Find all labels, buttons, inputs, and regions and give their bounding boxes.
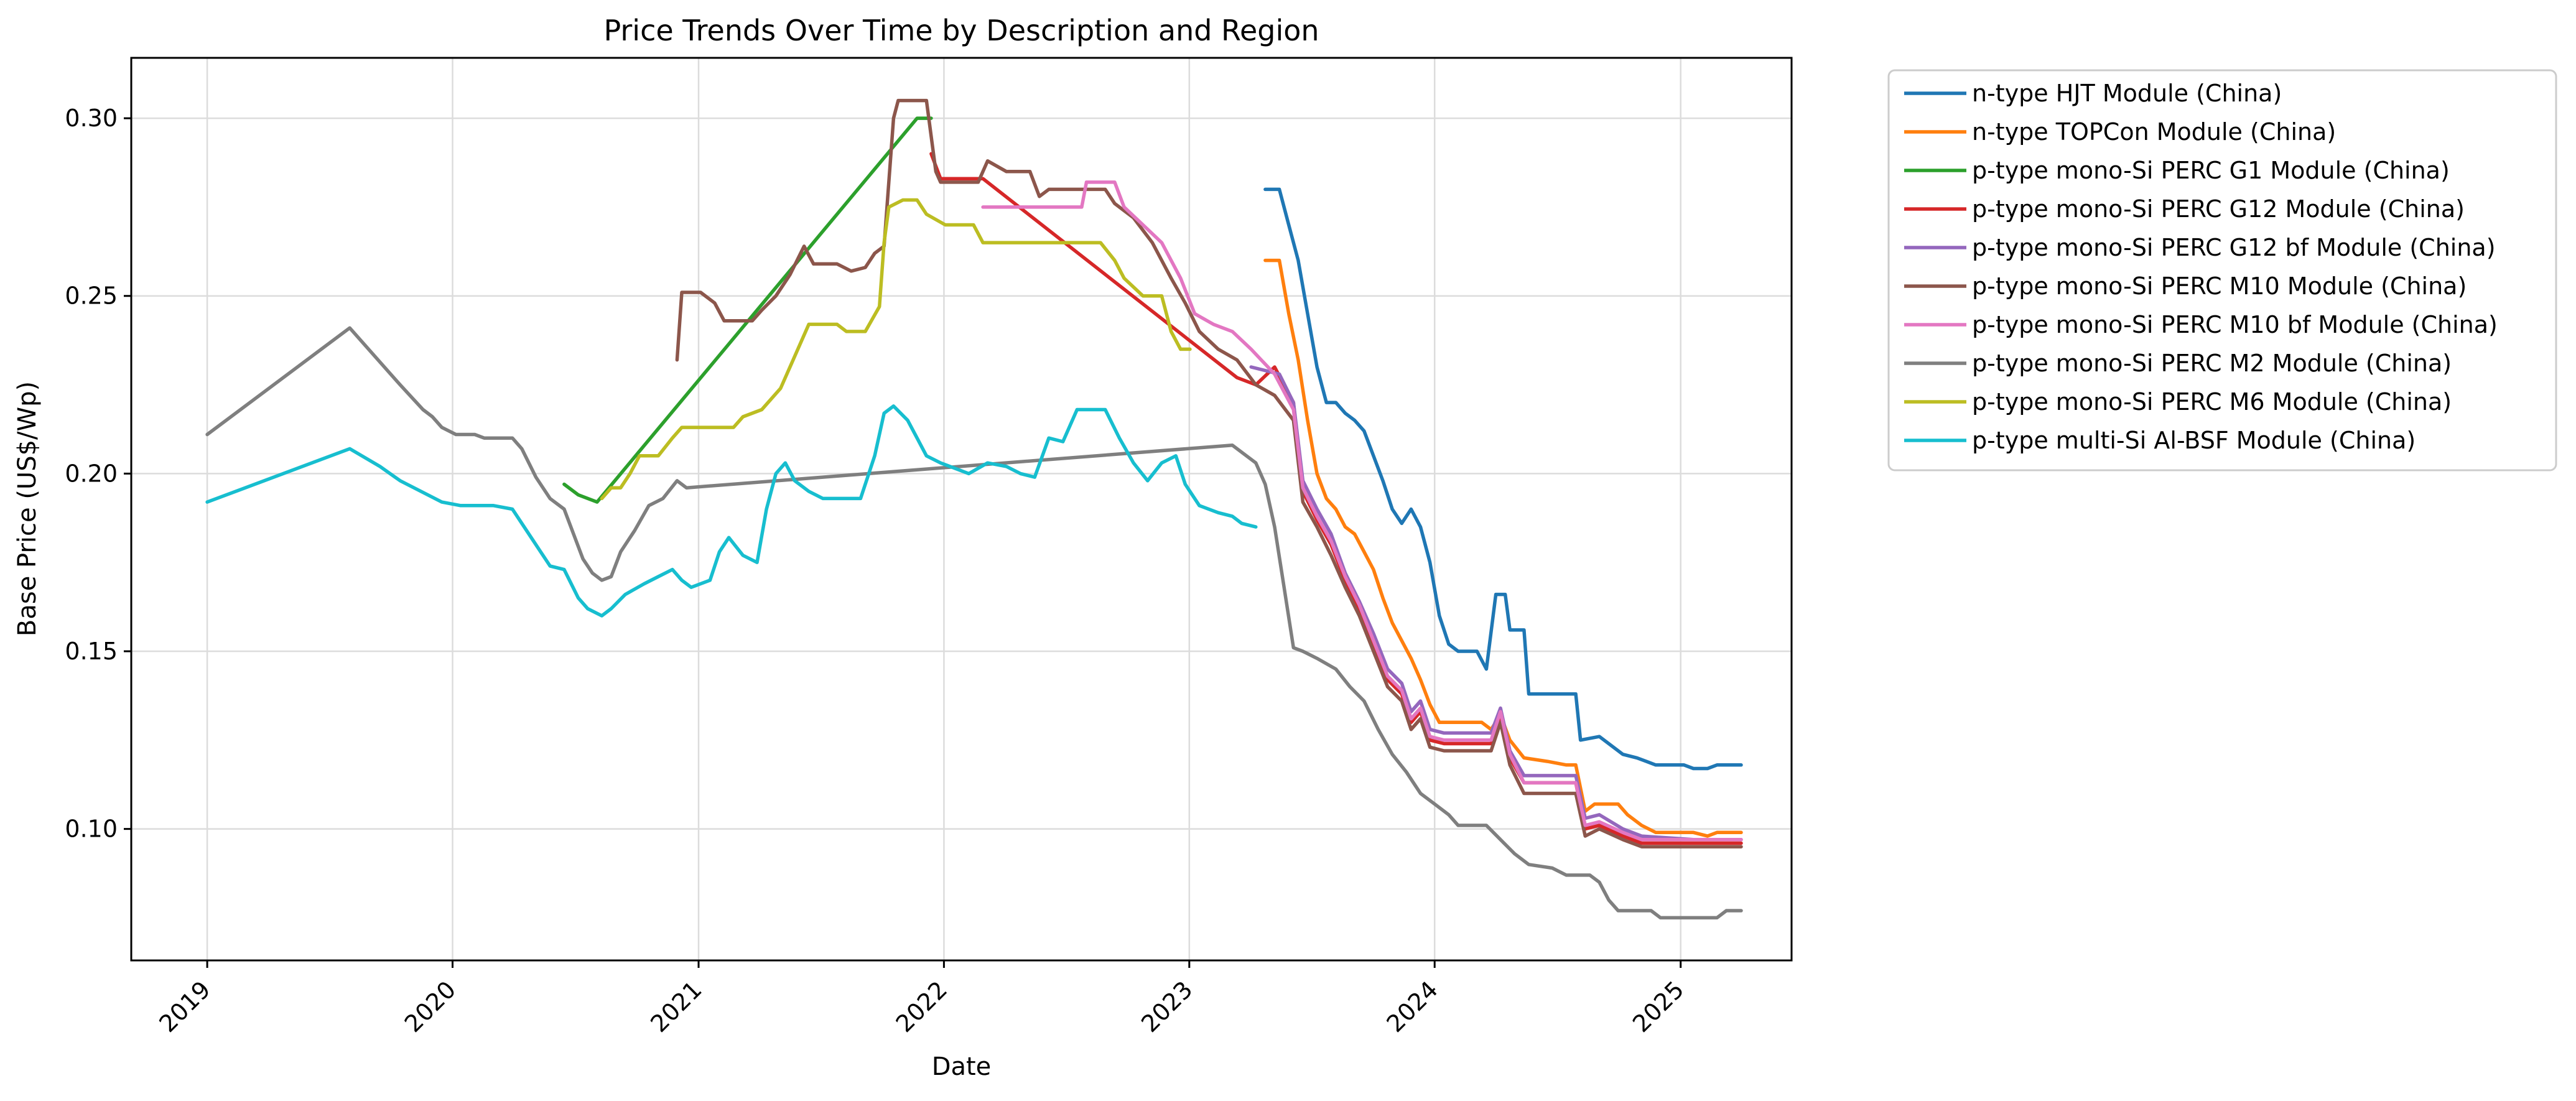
legend-label: p-type mono-Si PERC G12 bf Module (China… [1972, 234, 2496, 261]
legend-label: p-type multi-Si Al-BSF Module (China) [1972, 427, 2416, 454]
legend-label: p-type mono-Si PERC M10 bf Module (China… [1972, 311, 2498, 338]
series-line-2 [1263, 258, 1743, 838]
chart-title: Price Trends Over Time by Description an… [603, 14, 1319, 47]
legend-label: p-type mono-Si PERC M10 Module (China) [1972, 272, 2467, 300]
legend-label: p-type mono-Si PERC M2 Module (China) [1972, 350, 2452, 377]
series-line-1 [1263, 187, 1743, 771]
legend-frame [1887, 69, 2557, 472]
series-lines [205, 98, 1743, 920]
y-tick-label: 0.15 [65, 638, 118, 665]
series-line-8 [205, 326, 1743, 920]
grid-lines [131, 58, 1792, 960]
legend-label: p-type mono-Si PERC G12 Module (China) [1972, 195, 2465, 223]
series-line-3 [562, 116, 933, 504]
y-tick-label: 0.25 [65, 282, 118, 310]
y-tick-label: 0.10 [65, 815, 118, 843]
y-axis-ticks: 0.10 0.15 0.20 0.25 0.30 [65, 105, 131, 843]
y-tick-label: 0.20 [65, 460, 118, 487]
series-line-6 [675, 98, 1743, 848]
series-line-9 [600, 198, 1192, 501]
legend-items: n-type HJT Module (China) n-type TOPCon M… [1904, 80, 2498, 454]
plot-frame [130, 57, 1793, 962]
series-line-5 [1249, 365, 1743, 842]
x-axis-label: Date [932, 1052, 992, 1081]
series-line-7 [981, 180, 1743, 842]
legend-label: p-type mono-Si PERC G1 Module (China) [1972, 157, 2450, 184]
legend-label: p-type mono-Si PERC M6 Module (China) [1972, 388, 2452, 416]
series-line-10 [205, 404, 1258, 618]
y-tick-label: 0.30 [65, 105, 118, 132]
legend-label: n-type HJT Module (China) [1972, 80, 2282, 107]
y-axis-label: Base Price (US$/Wp) [13, 381, 42, 636]
legend-label: n-type TOPCon Module (China) [1972, 118, 2336, 146]
legend: n-type HJT Module (China) n-type TOPCon M… [1887, 69, 2557, 472]
